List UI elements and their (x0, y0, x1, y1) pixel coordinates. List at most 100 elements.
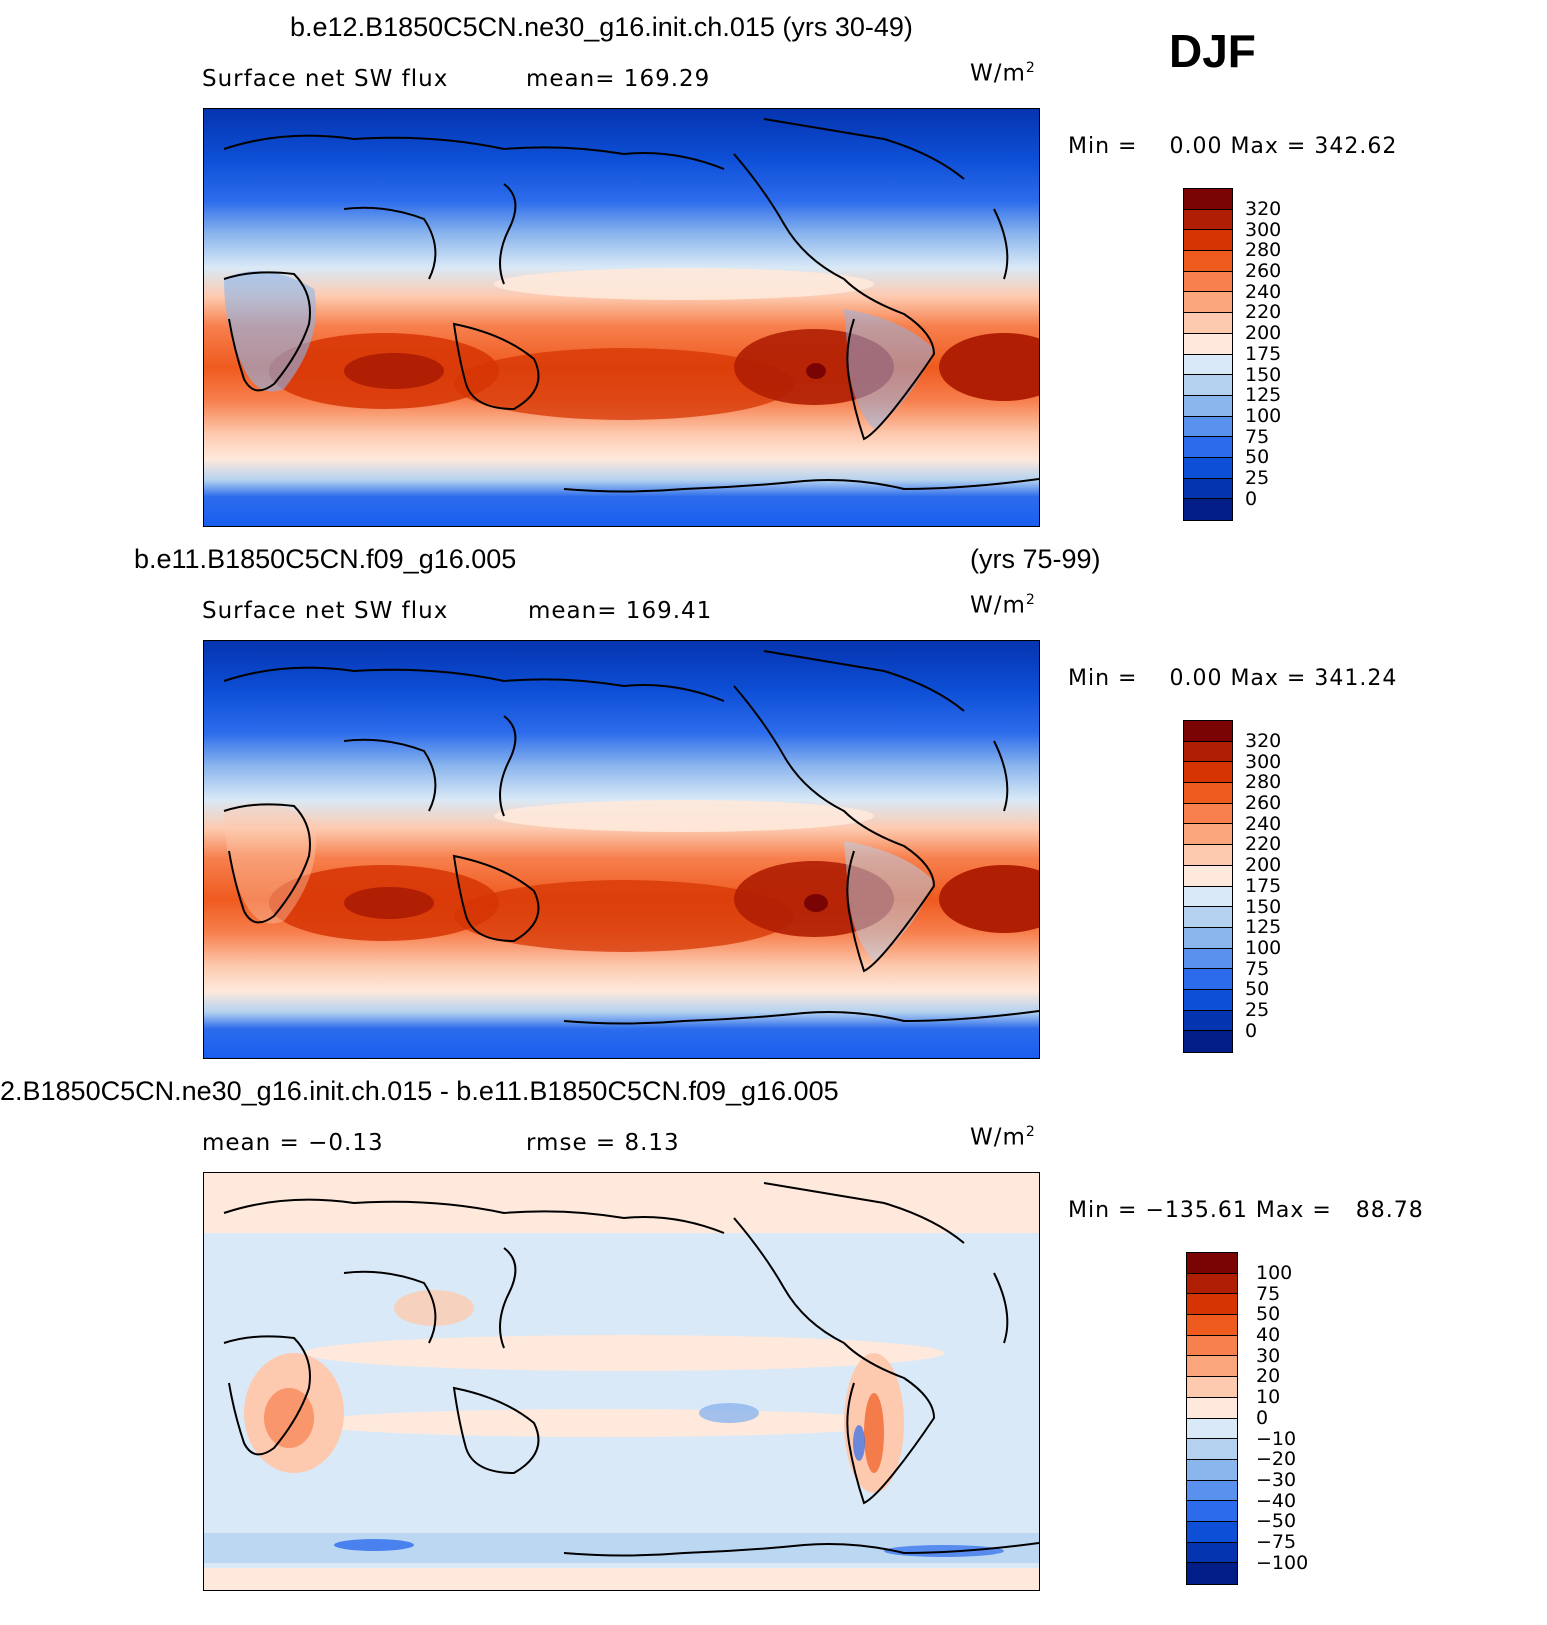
colorbar-segment (1184, 416, 1232, 438)
colorbar-segment (1184, 395, 1232, 417)
colorbar-tick-label: 125 (1245, 384, 1282, 407)
colorbar-segment (1187, 1439, 1237, 1460)
colorbar-tick-label: 0 (1256, 1406, 1269, 1429)
panel-title: 2.B1850C5CN.ne30_g16.init.ch.015 - b.e11… (0, 1076, 839, 1106)
colorbar-tick-label: 100 (1245, 936, 1282, 959)
colorbar-segment (1184, 333, 1232, 355)
colorbar-tick-label: 280 (1245, 239, 1282, 262)
colorbar-segment (1187, 1521, 1237, 1543)
colorbar-tick-label: 150 (1245, 895, 1282, 918)
colorbar-tick-label: 100 (1245, 404, 1282, 427)
colorbar-segment (1187, 1480, 1237, 1502)
colorbar-segment (1184, 1031, 1232, 1052)
colorbar-segment (1184, 1010, 1232, 1032)
colorbar-tick-label: 260 (1245, 260, 1282, 283)
colorbar-tick-label: 40 (1256, 1324, 1281, 1347)
colorbar-segment (1187, 1335, 1237, 1357)
colorbar-tick-label: 300 (1245, 218, 1282, 241)
field-label: Surface net SW flux (202, 598, 449, 624)
colorbar-ticks-case: 320 300 280 260 240 220 200 175 150 125 100 75 50 25 0 (1245, 199, 1281, 509)
colorbar-tick-label: 240 (1245, 812, 1282, 835)
season-label: DJF (1169, 25, 1256, 77)
colorbar-segment (1184, 886, 1232, 908)
colorbar-tick-label: −75 (1256, 1530, 1297, 1553)
colorbar-tick-label: 220 (1245, 301, 1282, 324)
colorbar-segment (1187, 1253, 1237, 1274)
colorbar-segment (1187, 1542, 1237, 1564)
colorbar-segment (1184, 478, 1232, 500)
panel-title: b.e12.B1850C5CN.ne30_g16.init.ch.015 (yr… (290, 12, 913, 42)
colorbar-tick-label: 75 (1245, 425, 1270, 448)
colorbar-tick-label: 240 (1245, 280, 1282, 303)
colorbar-tick-label: 50 (1256, 1303, 1281, 1326)
colorbar-tick-label: 25 (1245, 998, 1270, 1021)
colorbar-segment (1184, 741, 1232, 763)
colorbar-tick-label: 125 (1245, 916, 1282, 939)
colorbar-segment (1187, 1356, 1237, 1378)
colorbar-tick-label: 0 (1245, 1019, 1258, 1042)
colorbar-tick-label: −30 (1256, 1468, 1297, 1491)
colorbar-segment (1184, 927, 1232, 949)
colorbar-tick-label: −20 (1256, 1448, 1297, 1471)
colorbar-segment (1184, 783, 1232, 804)
min-max-readout: Min = 0.00 Max = 342.62 (1068, 134, 1398, 159)
colorbar-segment (1184, 989, 1232, 1011)
colorbar-segment (1184, 499, 1232, 520)
colorbar-ticks-control: 320 300 280 260 240 220 200 175 150 125 100 75 50 25 0 (1245, 731, 1281, 1041)
colorbar-segment (1184, 313, 1232, 334)
colorbar-segment (1187, 1459, 1237, 1481)
colorbar-tick-label: 50 (1245, 978, 1270, 1001)
map-difference (203, 1172, 1040, 1591)
colorbar-tick-label: −40 (1256, 1489, 1297, 1512)
units-label: W/m2 (970, 1124, 1036, 1151)
colorbar-segment (1187, 1418, 1237, 1440)
colorbar-segment (1187, 1397, 1237, 1419)
colorbar-difference (1186, 1252, 1238, 1585)
colorbar-tick-label: 320 (1245, 730, 1282, 752)
mean-label: mean = −0.13 (202, 1130, 384, 1156)
colorbar-segment (1184, 271, 1232, 293)
colorbar-segment (1184, 437, 1232, 458)
colorbar-segment (1184, 189, 1232, 210)
colorbar-tick-label: 75 (1256, 1282, 1281, 1305)
map-case (203, 108, 1040, 527)
units-label: W/m2 (970, 592, 1036, 619)
mean-label: mean= 169.29 (526, 66, 711, 92)
min-max-readout: Min = −135.61 Max = 88.78 (1068, 1198, 1424, 1223)
colorbar-tick-label: 280 (1245, 771, 1282, 794)
colorbar-segment (1184, 209, 1232, 231)
colorbar-tick-label: 150 (1245, 363, 1282, 386)
colorbar-segment (1184, 292, 1232, 314)
colorbar-tick-label: 175 (1245, 874, 1282, 897)
rmse-label: rmse = 8.13 (526, 1130, 680, 1156)
colorbar-segment (1184, 824, 1232, 846)
colorbar-tick-label: 25 (1245, 466, 1270, 489)
colorbar-tick-label: 200 (1245, 322, 1282, 345)
map-control (203, 640, 1040, 1059)
colorbar-segment (1184, 907, 1232, 928)
colorbar-segment (1184, 251, 1232, 272)
colorbar-segment (1184, 845, 1232, 866)
colorbar-segment (1187, 1315, 1237, 1336)
colorbar-segment (1184, 457, 1232, 479)
colorbar-segment (1187, 1501, 1237, 1522)
colorbar-tick-label: 175 (1245, 342, 1282, 365)
colorbar-tick-label: 100 (1256, 1262, 1293, 1284)
colorbar-segment (1184, 948, 1232, 970)
colorbar-tick-label: 20 (1256, 1365, 1281, 1388)
colorbar-tick-label: 0 (1245, 487, 1258, 510)
colorbar-ticks-difference: 100 75 50 40 30 20 10 0 −10 −20 −30 −40 −50 −75 −100 (1256, 1263, 1308, 1573)
colorbar-segment (1184, 721, 1232, 742)
colorbar-tick-label: −100 (1256, 1551, 1309, 1574)
colorbar-case (1183, 188, 1233, 521)
colorbar-tick-label: 260 (1245, 792, 1282, 815)
colorbar-tick-label: 10 (1256, 1386, 1281, 1409)
panel-title-years: (yrs 75-99) (970, 544, 1101, 574)
colorbar-segment (1187, 1273, 1237, 1295)
colorbar-tick-label: −50 (1256, 1510, 1297, 1533)
colorbar-segment (1184, 865, 1232, 887)
colorbar-control (1183, 720, 1233, 1053)
colorbar-tick-label: 50 (1245, 446, 1270, 469)
colorbar-segment (1184, 803, 1232, 825)
colorbar-segment (1184, 969, 1232, 990)
